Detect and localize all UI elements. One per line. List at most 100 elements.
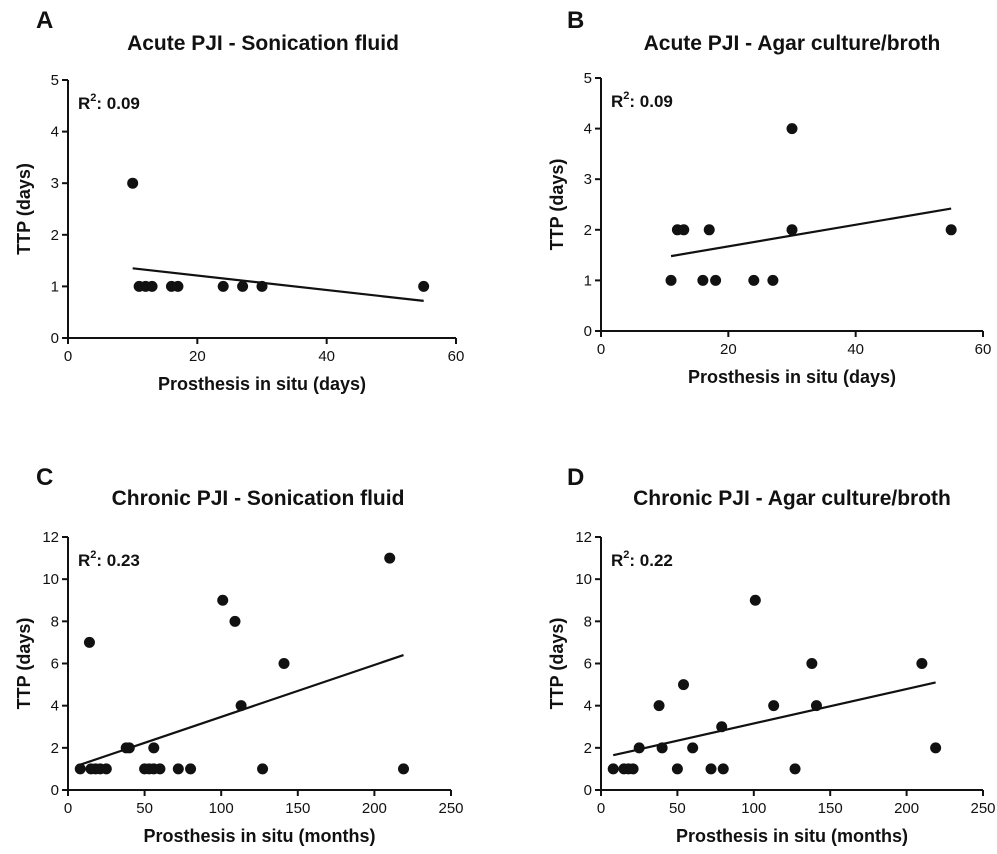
y-tick-label: 0 <box>584 782 592 799</box>
data-point <box>74 763 86 775</box>
data-point <box>237 280 249 292</box>
r-squared-superscript: 2 <box>623 90 629 102</box>
y-tick-label: 6 <box>51 656 59 673</box>
data-point <box>384 552 396 564</box>
plot-area: 0 1 2 3 4 5 0 20 40 60 Prosthesis in situ (days) TT… <box>14 72 464 394</box>
data-point <box>717 763 729 775</box>
plot-area: 0 2 4 6 8 10 12 0 50 100 150 200 250 Prosthesis in si… <box>547 529 996 846</box>
data-point <box>627 763 639 775</box>
y-tick-label: 10 <box>42 571 59 588</box>
y-axis-label: TTP (days) <box>14 163 34 255</box>
y-axis-label: TTP (days) <box>547 159 567 251</box>
r-squared-symbol: R <box>611 92 623 111</box>
plot-area: 0 2 4 6 8 10 12 0 50 100 150 200 250 Prosthesis in si… <box>14 529 464 846</box>
y-tick-label: 4 <box>51 124 59 141</box>
data-point <box>418 280 430 292</box>
y-tick-label: 2 <box>51 227 59 244</box>
x-tick-label: 250 <box>970 800 995 817</box>
data-point <box>148 742 160 754</box>
y-tick-label: 2 <box>584 740 592 757</box>
x-tick-label: 200 <box>894 800 919 817</box>
data-point <box>705 763 717 775</box>
y-tick-label: 1 <box>584 272 592 289</box>
data-point <box>278 658 290 669</box>
panel-letter: A <box>36 7 53 34</box>
data-point <box>229 615 241 627</box>
data-point <box>930 742 942 754</box>
data-point <box>665 274 677 286</box>
x-tick-label: 50 <box>669 800 686 817</box>
r-squared-annotation: R2: 0.09 <box>78 92 140 113</box>
data-point <box>172 280 184 292</box>
r-squared-value: : 0.23 <box>96 551 139 570</box>
x-tick-label: 20 <box>189 348 206 365</box>
data-point <box>945 224 957 236</box>
data-point <box>256 280 268 292</box>
y-tick-label: 12 <box>42 529 59 546</box>
y-tick-label: 3 <box>51 175 59 192</box>
r-squared-symbol: R <box>611 551 623 570</box>
data-point <box>257 763 269 775</box>
y-axis-label: TTP (days) <box>14 618 34 710</box>
r-squared-value: : 0.22 <box>629 551 672 570</box>
data-point <box>786 123 798 135</box>
data-point <box>127 177 139 189</box>
x-tick-label: 60 <box>975 341 992 358</box>
x-axis-label: Prosthesis in situ (days) <box>688 367 896 387</box>
data-point <box>768 700 780 712</box>
r-squared-superscript: 2 <box>90 92 96 104</box>
chart-title: Chronic PJI - Agar culture/broth <box>633 487 951 510</box>
panel-letter: D <box>567 464 584 491</box>
panel-letter: B <box>567 7 584 34</box>
r-squared-annotation: R2: 0.22 <box>611 549 673 570</box>
data-point <box>697 274 709 286</box>
y-tick-label: 0 <box>51 330 59 347</box>
y-tick-label: 2 <box>51 740 59 757</box>
chart-title: Acute PJI - Agar culture/broth <box>644 32 941 55</box>
data-point <box>748 274 760 286</box>
x-tick-label: 0 <box>64 800 72 817</box>
data-point <box>687 742 699 754</box>
y-tick-label: 0 <box>51 782 59 799</box>
x-axis-label: Prosthesis in situ (days) <box>158 374 366 394</box>
x-tick-label: 100 <box>209 800 234 817</box>
trendline <box>132 267 424 302</box>
data-point <box>678 679 690 691</box>
x-tick-label: 40 <box>847 341 864 358</box>
y-tick-label: 1 <box>51 278 59 295</box>
trendline <box>612 681 936 757</box>
data-point <box>767 274 779 286</box>
r-squared-superscript: 2 <box>623 549 629 561</box>
plot-area: 0 1 2 3 4 5 0 20 40 60 Prosthesis in situ (days) TT… <box>547 70 991 387</box>
y-tick-label: 5 <box>51 72 59 89</box>
panel-c: C Chronic PJI - Sonication fluid 0 2 4 6 8 10… <box>14 464 464 846</box>
trendline <box>670 207 952 258</box>
x-tick-label: 60 <box>448 348 465 365</box>
r-squared-annotation: R2: 0.09 <box>611 90 673 111</box>
x-tick-label: 200 <box>362 800 387 817</box>
data-point <box>671 763 683 775</box>
y-tick-label: 5 <box>584 70 592 87</box>
y-tick-label: 12 <box>575 529 592 546</box>
x-tick-label: 150 <box>818 800 843 817</box>
data-point <box>235 700 247 712</box>
y-tick-label: 10 <box>575 571 592 588</box>
y-tick-label: 2 <box>584 222 592 239</box>
y-tick-label: 4 <box>51 698 59 715</box>
data-point <box>749 594 761 606</box>
x-tick-label: 0 <box>597 341 605 358</box>
y-tick-label: 0 <box>584 323 592 340</box>
panel-b: B Acute PJI - Agar culture/broth 0123450… <box>547 7 991 387</box>
y-axis-label: TTP (days) <box>547 618 567 710</box>
data-point <box>123 742 135 754</box>
x-tick-label: 50 <box>136 800 153 817</box>
y-tick-label: 8 <box>51 613 59 630</box>
chart-title: Acute PJI - Sonication fluid <box>127 32 399 55</box>
data-point <box>217 594 229 606</box>
data-point <box>703 224 715 236</box>
data-point <box>607 763 619 775</box>
x-tick-label: 100 <box>741 800 766 817</box>
r-squared-value: : 0.09 <box>629 92 672 111</box>
r-squared-symbol: R <box>78 94 90 113</box>
